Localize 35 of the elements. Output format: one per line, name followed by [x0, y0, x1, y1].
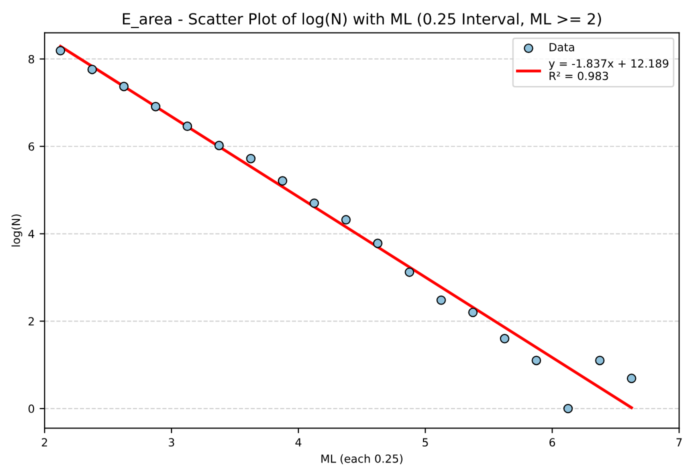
point: [373, 238, 382, 248]
y-tick-label: 4: [28, 230, 34, 238]
point: [87, 64, 97, 74]
y-axis-title: log(N): [11, 214, 22, 246]
point: [278, 176, 288, 186]
point: [214, 140, 224, 150]
point: [310, 198, 319, 208]
point: [119, 82, 129, 92]
point: [626, 374, 636, 384]
point: [468, 308, 478, 318]
point: [500, 334, 510, 344]
y-tick-label: 8: [28, 54, 34, 64]
point: [563, 404, 573, 414]
point: [246, 154, 256, 164]
y-tick-label: 6: [28, 142, 34, 151]
y-tick-label: 2: [28, 317, 34, 326]
x-tick-label: 2: [42, 438, 48, 446]
x-tick-label: 6: [549, 438, 556, 447]
x-tick-label: 4: [295, 438, 302, 446]
point: [404, 268, 414, 277]
x-tick-label: 7: [676, 438, 682, 446]
x-tick-label: 3: [168, 438, 174, 447]
legend-label: Data: [550, 43, 574, 52]
chart-title: E_area - Scatter Plot of log(N) with ML (0.25 Interval, ML >= 2): [122, 12, 601, 28]
point: [182, 122, 192, 131]
point: [150, 102, 160, 112]
y-tick-label: 0: [28, 404, 34, 413]
point: [595, 356, 605, 366]
point: [532, 356, 542, 366]
x-axis-title: ML (each 0.25): [321, 454, 402, 464]
point: [436, 295, 446, 305]
point: [341, 215, 351, 225]
point: [56, 46, 66, 56]
legend-label: y = -1.837x + 12.189 R² = 0.983: [548, 59, 668, 80]
x-tick-label: 5: [422, 438, 428, 447]
